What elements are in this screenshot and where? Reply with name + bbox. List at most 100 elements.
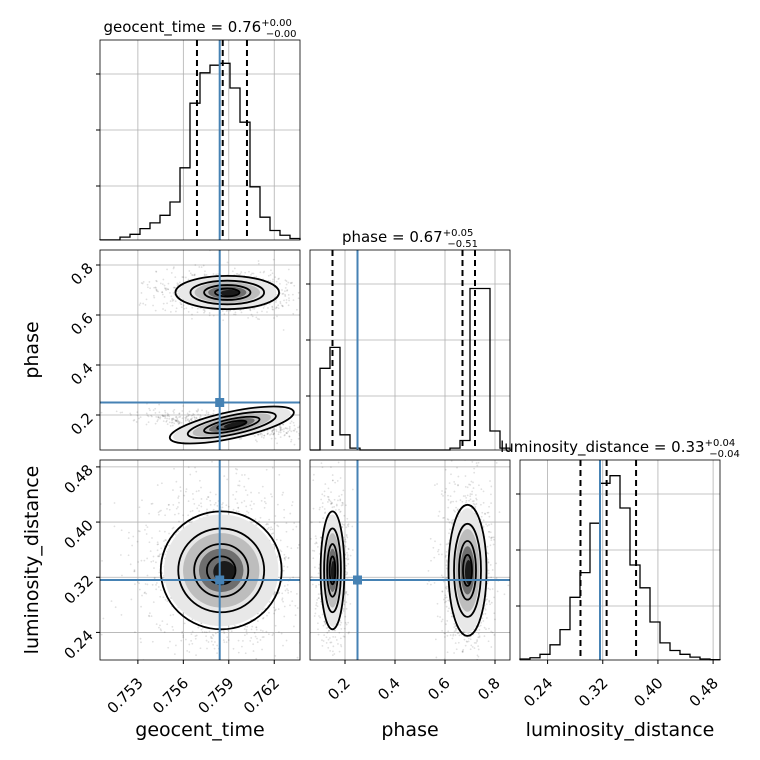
sample-point <box>285 283 288 286</box>
sample-point <box>495 577 498 580</box>
sample-point <box>282 423 284 426</box>
sample-point <box>113 502 116 504</box>
sample-point <box>465 702 467 704</box>
sample-point <box>195 470 198 473</box>
sample-point <box>446 651 449 654</box>
sample-point <box>346 556 349 558</box>
sample-point <box>437 553 440 556</box>
sample-point <box>302 439 304 441</box>
sample-point <box>324 512 326 515</box>
sample-point <box>339 623 342 626</box>
sample-point <box>243 500 246 502</box>
sample-point <box>214 663 216 665</box>
sample-point <box>130 598 133 601</box>
sample-point <box>222 639 225 642</box>
sample-point <box>164 553 166 556</box>
sample-point <box>347 547 350 550</box>
sample-point <box>323 620 326 623</box>
sample-point <box>450 522 453 525</box>
sample-point <box>207 413 210 416</box>
sample-point <box>153 296 156 299</box>
sample-point <box>250 313 253 316</box>
sample-point <box>323 634 326 637</box>
sample-point <box>448 521 451 524</box>
sample-point <box>476 712 478 714</box>
sample-point <box>276 555 279 558</box>
sample-point <box>335 436 337 438</box>
sample-point <box>447 630 450 633</box>
sample-point <box>167 504 170 506</box>
sample-point <box>257 262 260 265</box>
sample-point <box>161 414 164 417</box>
sample-point <box>279 539 282 542</box>
sample-point <box>445 600 447 603</box>
sample-point <box>469 483 472 486</box>
sample-point <box>172 298 175 301</box>
sample-point <box>278 282 281 285</box>
sample-point <box>300 439 302 441</box>
sample-point <box>191 509 194 512</box>
sample-point <box>453 490 456 493</box>
sample-point <box>270 269 272 272</box>
sample-point <box>287 430 290 433</box>
sample-point <box>175 480 178 483</box>
sample-point <box>159 628 162 631</box>
sample-point <box>146 583 149 586</box>
sample-point <box>236 502 239 505</box>
sample-point <box>282 329 285 331</box>
sample-point <box>441 629 444 632</box>
sample-point <box>209 491 212 494</box>
sample-point <box>257 433 260 436</box>
sample-point <box>175 420 178 422</box>
sample-point <box>476 674 478 676</box>
sample-point <box>333 498 336 501</box>
sample-point <box>485 628 487 631</box>
sample-point <box>206 647 208 650</box>
sample-point <box>176 284 179 287</box>
sample-point <box>217 273 220 275</box>
sample-point <box>168 415 171 418</box>
sample-point <box>166 423 169 426</box>
sample-point <box>287 304 290 307</box>
sample-point <box>338 495 341 498</box>
sample-point <box>176 506 179 508</box>
sample-point <box>487 561 490 564</box>
sample-point <box>234 467 237 470</box>
sample-point <box>346 554 349 556</box>
sample-point <box>322 517 325 519</box>
sample-point <box>178 422 181 424</box>
sample-point <box>187 500 190 503</box>
sample-point <box>327 496 330 498</box>
sample-point <box>443 632 446 635</box>
sample-point <box>306 433 308 435</box>
sample-point <box>150 615 153 618</box>
sample-point <box>212 508 215 511</box>
sample-point <box>263 304 266 307</box>
sample-point <box>316 605 319 608</box>
sample-point <box>456 632 459 635</box>
sample-point <box>283 516 286 519</box>
sample-point <box>165 419 168 422</box>
sample-point <box>266 614 268 617</box>
sample-point <box>467 637 470 640</box>
sample-point <box>429 537 432 540</box>
sample-point <box>296 656 299 659</box>
sample-point <box>472 481 474 484</box>
sample-point <box>204 414 207 417</box>
sample-point <box>429 583 432 586</box>
sample-point <box>144 303 147 306</box>
sample-point <box>261 310 263 313</box>
sample-point <box>442 517 444 519</box>
sample-point <box>450 612 453 615</box>
sample-point <box>155 287 157 289</box>
sample-point <box>345 564 348 567</box>
sample-point <box>452 633 455 636</box>
sample-point <box>184 418 187 421</box>
sample-point <box>120 529 123 532</box>
hist-luminosity-distance <box>519 475 721 661</box>
sample-point <box>167 288 170 291</box>
sample-point <box>278 431 280 433</box>
sample-point <box>275 538 278 541</box>
sample-point <box>128 531 130 534</box>
sample-point <box>324 623 327 626</box>
